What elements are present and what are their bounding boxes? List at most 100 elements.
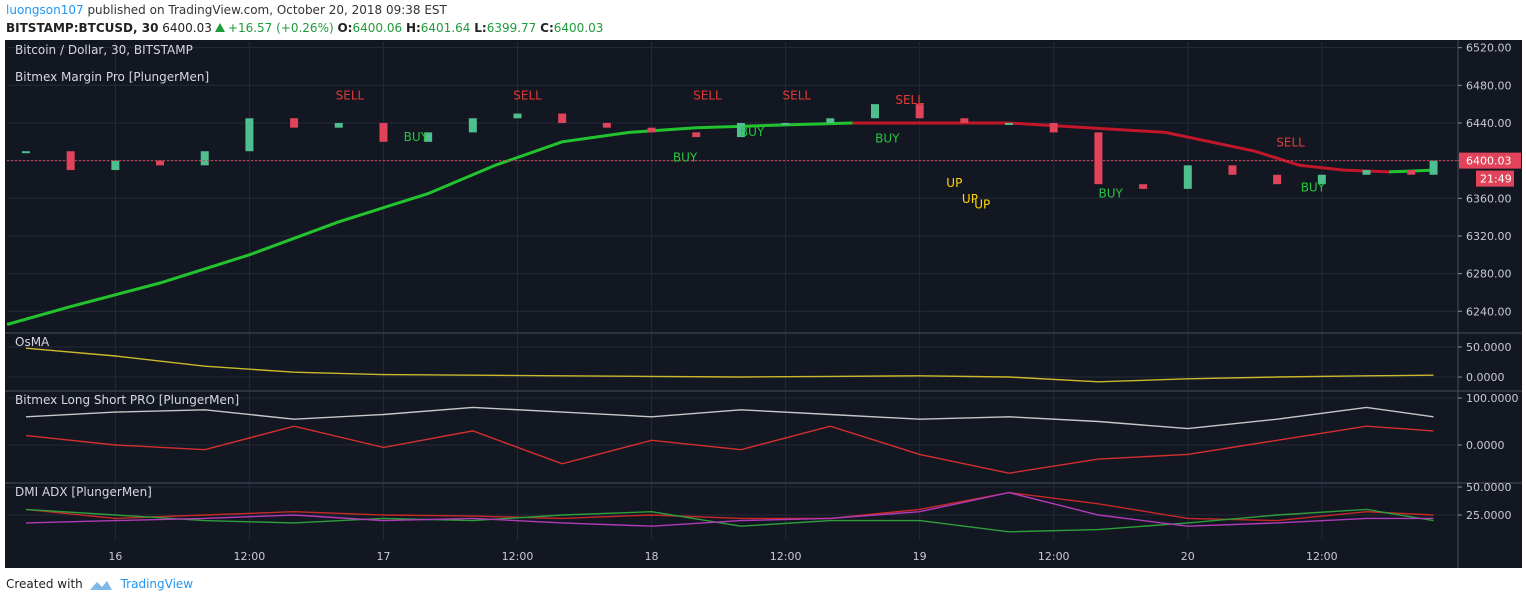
signal-label: SELL bbox=[783, 88, 812, 102]
candle bbox=[1362, 170, 1371, 175]
change: +16.57 (+0.26%) bbox=[227, 21, 334, 35]
signal-label: UP bbox=[946, 176, 962, 190]
pane-title: OsMA bbox=[15, 335, 50, 349]
candle bbox=[290, 118, 299, 128]
candle bbox=[468, 118, 477, 133]
high-label: H: bbox=[405, 21, 421, 35]
candle bbox=[558, 113, 567, 123]
candle bbox=[1317, 174, 1326, 185]
x-tick-label: 16 bbox=[108, 550, 122, 563]
published: published on TradingView.com, October 20… bbox=[87, 3, 447, 17]
y-tick-label: 6440.00 bbox=[1466, 117, 1512, 130]
candle bbox=[1094, 132, 1103, 185]
created-with: Created with bbox=[6, 577, 83, 591]
series-line bbox=[25, 425, 1434, 474]
footer: Created with TradingView bbox=[6, 577, 193, 591]
x-tick-label: 12:00 bbox=[234, 550, 266, 563]
candle bbox=[1139, 184, 1148, 189]
series-line bbox=[25, 406, 1434, 430]
candle bbox=[111, 160, 120, 171]
open-label: O: bbox=[337, 21, 353, 35]
candle bbox=[602, 122, 611, 128]
countdown-box bbox=[1476, 170, 1514, 187]
brand[interactable]: TradingView bbox=[120, 577, 194, 591]
candle bbox=[424, 132, 433, 142]
author[interactable]: luongson107 bbox=[6, 3, 84, 17]
candle bbox=[156, 160, 165, 166]
signal-label: BUY bbox=[740, 125, 765, 139]
signal-label: UP bbox=[962, 192, 978, 206]
candle bbox=[870, 104, 879, 119]
candle bbox=[1429, 160, 1438, 175]
y-tick-label: 50.0000 bbox=[1466, 481, 1512, 494]
candle bbox=[513, 113, 522, 119]
y-tick-label: 6360.00 bbox=[1466, 192, 1512, 205]
y-tick-label: 6240.00 bbox=[1466, 305, 1512, 318]
candle bbox=[692, 132, 701, 138]
candle bbox=[1228, 165, 1237, 175]
y-tick-label: 0.0000 bbox=[1466, 439, 1505, 452]
candle bbox=[826, 118, 835, 123]
series-line bbox=[25, 508, 1434, 533]
y-tick-label: 6280.00 bbox=[1466, 268, 1512, 281]
pane-title: Bitcoin / Dollar, 30, BITSTAMP bbox=[15, 43, 193, 57]
y-tick-label: 6320.00 bbox=[1466, 230, 1512, 243]
candle bbox=[960, 118, 969, 123]
x-tick-label: 19 bbox=[913, 550, 927, 563]
signal-label: BUY bbox=[1301, 181, 1326, 195]
x-tick-label: 12:00 bbox=[770, 550, 802, 563]
last-price-label: 6400.03 bbox=[1466, 155, 1512, 168]
logo bbox=[90, 581, 112, 590]
y-tick-label: 50.0000 bbox=[1466, 341, 1512, 354]
series-line bbox=[25, 347, 1434, 383]
candle bbox=[1407, 170, 1416, 175]
signal-label: SELL bbox=[693, 88, 722, 102]
chart-background bbox=[5, 40, 1522, 568]
y-tick-label: 0.0000 bbox=[1466, 371, 1505, 384]
candle bbox=[66, 151, 75, 171]
candle bbox=[334, 122, 343, 128]
signal-label: SELL bbox=[513, 88, 542, 102]
x-tick-label: 18 bbox=[645, 550, 659, 563]
countdown: 21:49 bbox=[1480, 173, 1512, 186]
x-tick-label: 12:00 bbox=[1306, 550, 1338, 563]
candle bbox=[1049, 122, 1058, 133]
publish-line: luongson107 published on TradingView.com… bbox=[6, 3, 447, 17]
open: 6400.06 bbox=[352, 21, 403, 35]
series-line bbox=[25, 491, 1434, 522]
series-line bbox=[852, 121, 1389, 174]
quote-line: BITSTAMP:BTCUSD, 30 6400.03 +16.57 (+0.26… bbox=[6, 21, 603, 35]
y-tick-label: 6400.00 bbox=[1466, 155, 1512, 168]
candle bbox=[245, 118, 254, 152]
candle bbox=[1183, 165, 1192, 189]
signal-label: SELL bbox=[336, 88, 365, 102]
pane-title: Bitmex Long Short PRO [PlungerMen] bbox=[15, 393, 239, 407]
signal-label: SELL bbox=[895, 93, 924, 107]
y-tick-label: 25.0000 bbox=[1466, 509, 1512, 522]
signal-label: BUY bbox=[673, 151, 698, 165]
pane-title: DMI ADX [PlungerMen] bbox=[15, 485, 152, 499]
candle bbox=[781, 122, 790, 125]
up-arrow bbox=[214, 23, 225, 32]
signal-label: SELL bbox=[1276, 136, 1305, 150]
signal-label: BUY bbox=[1099, 186, 1124, 200]
high: 6401.64 bbox=[420, 21, 471, 35]
y-tick-label: 6480.00 bbox=[1466, 79, 1512, 92]
symbol: BITSTAMP:BTCUSD, 30 bbox=[6, 21, 159, 35]
candle bbox=[915, 104, 924, 119]
low-label: L: bbox=[474, 21, 487, 35]
candle bbox=[1005, 122, 1014, 125]
candle bbox=[200, 151, 209, 166]
signal-label: BUY bbox=[404, 130, 429, 144]
candle bbox=[647, 127, 656, 133]
pane-subtitle: Bitmex Margin Pro [PlungerMen] bbox=[15, 70, 209, 84]
close: 6400.03 bbox=[553, 21, 604, 35]
y-tick-label: 6520.00 bbox=[1466, 42, 1512, 55]
x-tick-label: 12:00 bbox=[1038, 550, 1070, 563]
y-tick-label: 100.0000 bbox=[1466, 392, 1519, 405]
x-tick-label: 17 bbox=[376, 550, 390, 563]
signal-label: UP bbox=[974, 198, 990, 212]
series-line bbox=[6, 121, 1434, 326]
